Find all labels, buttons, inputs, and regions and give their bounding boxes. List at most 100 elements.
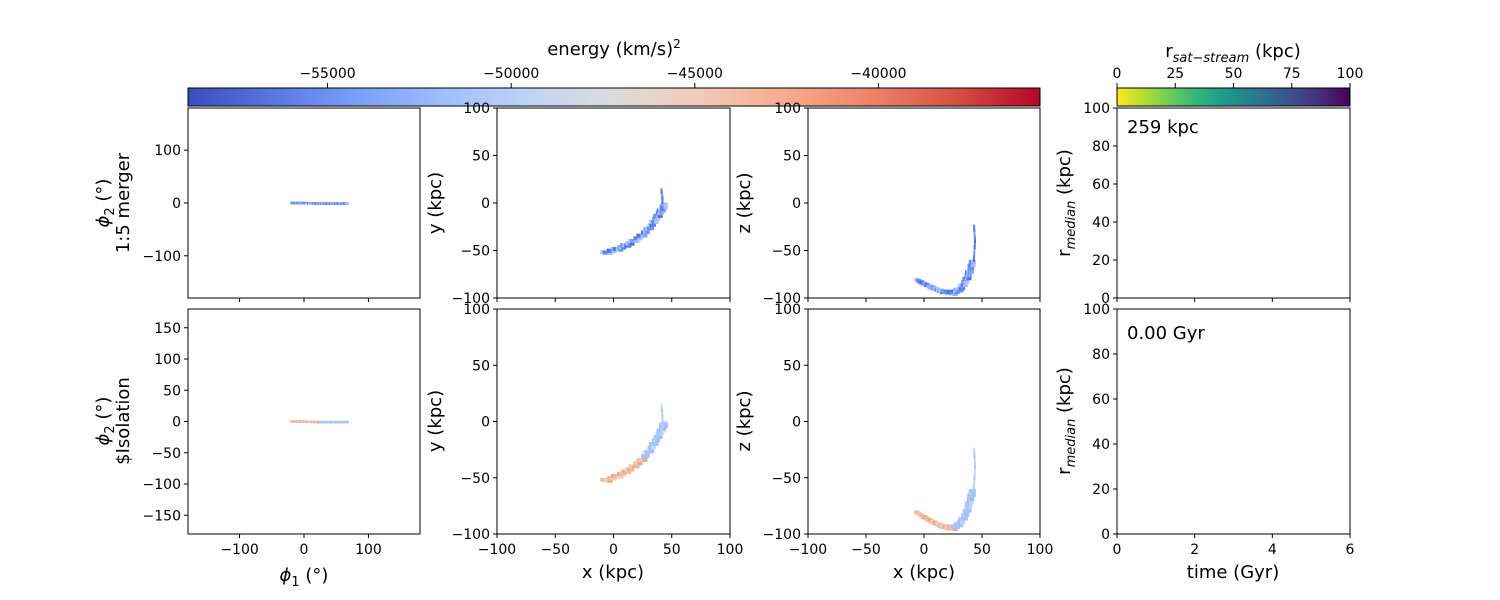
rmedian-isolation-ytick-label: 80 bbox=[1092, 347, 1110, 363]
rmedian-frame-isolation bbox=[1116, 308, 1351, 535]
xy-isolation-spur-point bbox=[661, 424, 664, 429]
xy-merger-stream-point bbox=[634, 239, 640, 243]
distance-colorbar-tick-label: 25 bbox=[1166, 66, 1184, 82]
xy-isolation-xtick-label: 50 bbox=[663, 542, 681, 558]
xy-isolation-stream-point bbox=[662, 422, 668, 427]
rmedian-ylabel-merger: rmedian (kpc) bbox=[1054, 149, 1079, 257]
distance-annotation: 259 kpc bbox=[1127, 117, 1199, 138]
xz-merger-ytick-label: 50 bbox=[783, 149, 801, 165]
time-annotation: 0.00 Gyr bbox=[1127, 323, 1205, 344]
xy-merger-stream-point bbox=[621, 245, 627, 250]
xy-merger-ytick-label: 0 bbox=[481, 196, 490, 212]
rmedian-isolation-ytick-label: 60 bbox=[1092, 392, 1110, 408]
xy-isolation-spur-point bbox=[661, 415, 664, 420]
xz-isolation-xtick-label: 100 bbox=[1027, 542, 1054, 558]
xz-isolation-spur-point bbox=[972, 487, 975, 491]
xz-isolation-ytick-label: −50 bbox=[771, 471, 801, 487]
xz-merger-spur-point bbox=[972, 258, 975, 262]
xy-isolation-ytick-label: 50 bbox=[472, 358, 490, 374]
distance-colorbar-tick-label: 50 bbox=[1225, 66, 1243, 82]
xz-merger-stream-point bbox=[958, 288, 964, 293]
xz-isolation-stream-point bbox=[964, 512, 970, 517]
xy-isolation-stream-point bbox=[618, 474, 624, 479]
xy-merger-stream-point bbox=[657, 213, 663, 218]
distance-colorbar-label: rsat−stream (kpc) bbox=[1165, 41, 1301, 66]
xz-merger-spur-point bbox=[973, 242, 976, 247]
xy-isolation-stream-point bbox=[629, 467, 635, 472]
xy-merger-stream-point bbox=[650, 222, 656, 227]
xz-isolation-ytick-label: 50 bbox=[783, 358, 801, 374]
xy-isolation-xtick-label: −50 bbox=[540, 542, 570, 558]
xz-isolation-spur-point bbox=[974, 464, 977, 469]
xz-frame-merger bbox=[807, 107, 1041, 299]
xy-merger-stream-point bbox=[607, 251, 613, 256]
xz-isolation-stream-point bbox=[954, 525, 960, 530]
xz-isolation-stream-point bbox=[962, 516, 968, 521]
xy-isolation-stream-point bbox=[650, 445, 656, 450]
rmedian-xlabel: time (Gyr) bbox=[1187, 562, 1279, 583]
xz-ylabel-merger: z (kpc) bbox=[734, 173, 755, 234]
xz-isolation-xtick-label: 50 bbox=[973, 542, 991, 558]
xz-merger-stream-point bbox=[968, 269, 974, 274]
xy-isolation-stream-point bbox=[611, 476, 617, 481]
phi-isolation-ytick-label: −50 bbox=[151, 446, 181, 462]
rmedian-merger-ytick-label: 40 bbox=[1092, 215, 1110, 231]
phi-isolation-ytick-label: −100 bbox=[143, 477, 181, 493]
xz-merger-stream-point bbox=[964, 279, 970, 284]
xz-merger-spur-point bbox=[973, 251, 976, 256]
xz-merger-stream-point bbox=[969, 266, 975, 271]
xy-merger-stream-point bbox=[658, 211, 664, 216]
rmedian-merger-ytick-label: 60 bbox=[1092, 177, 1110, 193]
energy-colorbar-label: energy (km/s)2 bbox=[547, 37, 681, 60]
xz-panel-merger: −100 −50 0 50 100 z (kpc) bbox=[734, 101, 1041, 307]
rmedian-isolation-xtick-label: 6 bbox=[1346, 542, 1355, 558]
rmedian-isolation-xtick-label: 0 bbox=[1113, 542, 1122, 558]
xz-merger-ytick-label: −50 bbox=[771, 244, 801, 260]
xy-isolation-xtick-label: −100 bbox=[478, 542, 516, 558]
phi-isolation-ytick-label: 50 bbox=[163, 383, 181, 399]
xz-merger-spur-point bbox=[973, 233, 976, 238]
xz-isolation-xtick-label: −100 bbox=[789, 542, 827, 558]
xy-merger-stream-point bbox=[618, 247, 624, 252]
phi-merger-ytick-label: −100 bbox=[143, 249, 181, 265]
xz-merger-spur-point bbox=[973, 227, 976, 232]
distance-colorbar: rsat−stream (kpc) 0 25 50 75 100 bbox=[1113, 41, 1363, 107]
xz-merger-spur-point bbox=[973, 224, 976, 229]
xy-isolation-ytick-label: −100 bbox=[452, 527, 490, 543]
phi-isolation-xtick-label: −100 bbox=[220, 542, 258, 558]
xy-isolation-xtick-label: 0 bbox=[609, 542, 618, 558]
xz-isolation-ytick-label: 0 bbox=[792, 415, 801, 431]
rmedian-isolation-xtick-label: 2 bbox=[1190, 542, 1199, 558]
xz-isolation-spur-point bbox=[973, 472, 976, 476]
rmedian-merger-ytick-label: 80 bbox=[1092, 139, 1110, 155]
xz-isolation-stream-point bbox=[970, 492, 976, 497]
xy-isolation-spur-point bbox=[660, 404, 663, 409]
energy-colorbar-strip bbox=[187, 87, 1041, 107]
rmedian-isolation-ytick-label: 0 bbox=[1101, 527, 1110, 543]
xz-merger-spur-point bbox=[973, 248, 976, 253]
xz-xlabel: x (kpc) bbox=[893, 562, 955, 583]
rmedian-merger-ytick-label: 0 bbox=[1101, 291, 1110, 307]
rmedian-isolation-ytick-label: 100 bbox=[1083, 302, 1110, 318]
xz-isolation-stream-point bbox=[952, 527, 958, 532]
row-label-merger: 1:5 merger bbox=[113, 152, 134, 253]
row-label-isolation: $Isolation bbox=[113, 377, 134, 465]
xz-ylabel-isolation: z (kpc) bbox=[734, 391, 755, 452]
xz-isolation-stream-point bbox=[966, 508, 972, 513]
xz-isolation-xtick-label: −50 bbox=[851, 542, 881, 558]
xz-isolation-spur-point bbox=[973, 468, 976, 473]
rmedian-merger-ytick-label: 20 bbox=[1092, 253, 1110, 269]
energy-colorbar-tick-label: −55000 bbox=[299, 66, 355, 82]
xz-panel-isolation: −100 −50 0 50 100 −100 −50 0 50 100 z (kpc) x (kp… bbox=[734, 302, 1053, 583]
xy-isolation-spur-point bbox=[661, 418, 664, 422]
rmedian-ylabel-isolation: rmedian (kpc) bbox=[1054, 367, 1079, 475]
xz-isolation-stream-point bbox=[970, 489, 976, 494]
xy-merger-stream-point bbox=[655, 216, 661, 221]
xy-isolation-stream-point bbox=[658, 431, 664, 436]
xy-merger-stream-point bbox=[662, 203, 668, 208]
xy-isolation-spur-point bbox=[661, 422, 664, 427]
row-isolation: −150 −100 −50 0 50 100 150 −100 0 100 ϕ2 (°) $Iso… bbox=[93, 302, 1355, 590]
phi-isolation-ytick-label: 150 bbox=[154, 321, 181, 337]
xz-isolation-stream-point bbox=[969, 496, 975, 501]
